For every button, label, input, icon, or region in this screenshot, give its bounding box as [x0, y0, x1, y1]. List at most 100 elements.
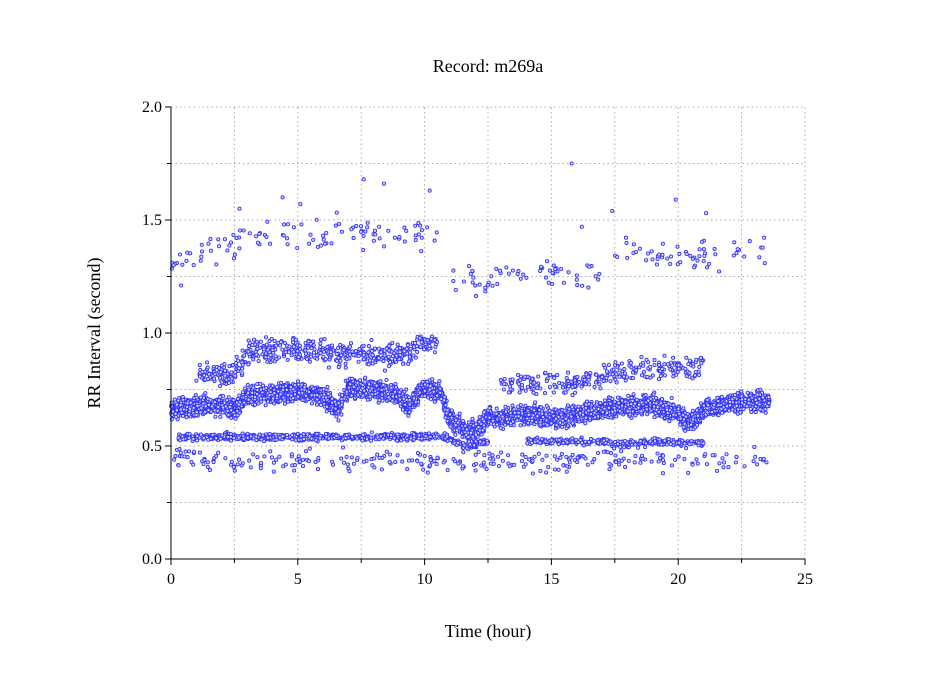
- data-point: [281, 387, 286, 392]
- data-point: [258, 381, 263, 386]
- data-point: [174, 408, 179, 413]
- data-point: [653, 411, 658, 416]
- data-point: [604, 410, 610, 415]
- data-point: [639, 400, 644, 405]
- data-point: [512, 407, 517, 412]
- data-point: [757, 402, 762, 407]
- data-point: [503, 409, 509, 414]
- data-point: [246, 397, 251, 402]
- data-point: [400, 407, 405, 412]
- data-point: [218, 414, 223, 419]
- data-point: [223, 404, 228, 409]
- data-point: [763, 410, 768, 415]
- data-point: [187, 412, 192, 417]
- data-point: [503, 404, 508, 409]
- data-point: [256, 401, 261, 406]
- data-point: [278, 392, 283, 397]
- data-point: [301, 437, 306, 442]
- data-point: [583, 415, 588, 420]
- data-point: [480, 428, 485, 433]
- data-point: [644, 407, 649, 412]
- data-point: [743, 397, 748, 402]
- data-point: [340, 393, 345, 398]
- data-point: [470, 434, 475, 439]
- data-point: [562, 408, 567, 413]
- data-point: [629, 395, 634, 400]
- data-point: [427, 387, 432, 392]
- data-point: [701, 403, 706, 408]
- data-point: [734, 400, 739, 405]
- data-point: [208, 397, 213, 402]
- data-point: [563, 416, 568, 421]
- data-point: [516, 404, 521, 409]
- data-point: [682, 421, 687, 426]
- data-point: [570, 421, 575, 426]
- data-point: [326, 436, 331, 441]
- data-point: [201, 401, 206, 406]
- data-point: [286, 392, 291, 398]
- data-point: [716, 403, 721, 408]
- data-point: [257, 432, 262, 437]
- data-point: [520, 411, 525, 416]
- data-point: [532, 403, 537, 408]
- data-point: [203, 404, 208, 409]
- data-point: [683, 414, 688, 419]
- data-point: [529, 418, 535, 423]
- data-point: [453, 418, 458, 423]
- data-point: [766, 400, 771, 406]
- data-point: [639, 409, 644, 414]
- data-point: [195, 434, 200, 439]
- data-point: [443, 415, 448, 420]
- data-point: [178, 403, 183, 408]
- data-point: [260, 433, 265, 438]
- data-point: [473, 432, 478, 437]
- data-point: [180, 394, 185, 400]
- data-point: [508, 410, 513, 416]
- data-point: [397, 390, 402, 395]
- data-point: [241, 436, 246, 441]
- data-point: [236, 402, 241, 407]
- data-point: [389, 433, 394, 438]
- data-point: [612, 399, 617, 404]
- data-point: [428, 434, 433, 439]
- data-point: [265, 435, 270, 440]
- data-point: [309, 393, 314, 398]
- data-point: [339, 412, 344, 417]
- data-point: [334, 414, 339, 419]
- data-point: [191, 436, 196, 441]
- data-point: [766, 395, 771, 400]
- data-point: [235, 409, 240, 414]
- data-point: [411, 432, 416, 437]
- data-point: [336, 409, 341, 414]
- data-point: [666, 401, 671, 406]
- data-point: [615, 395, 621, 400]
- data-point: [473, 439, 478, 444]
- data-point: [187, 406, 193, 411]
- data-point: [367, 382, 372, 387]
- data-point: [315, 393, 320, 398]
- data-point: [753, 397, 758, 402]
- data-point: [487, 406, 492, 411]
- data-point: [325, 384, 330, 389]
- data-point: [479, 432, 484, 437]
- data-point: [494, 406, 499, 411]
- data-point: [602, 398, 607, 403]
- data-point: [553, 416, 559, 421]
- data-point: [487, 415, 492, 420]
- data-point: [633, 413, 638, 418]
- data-point: [608, 401, 613, 406]
- data-point: [213, 414, 218, 419]
- data-point: [525, 420, 531, 425]
- data-point: [575, 407, 580, 412]
- data-point: [423, 434, 428, 439]
- data-point: [705, 397, 710, 402]
- data-point: [302, 385, 307, 390]
- data-point: [343, 436, 348, 441]
- data-point: [227, 404, 232, 410]
- data-point: [195, 403, 200, 409]
- data-point: [321, 387, 326, 392]
- data-point: [468, 442, 473, 447]
- data-point: [279, 380, 284, 385]
- data-point: [504, 417, 510, 422]
- data-point: [671, 412, 676, 417]
